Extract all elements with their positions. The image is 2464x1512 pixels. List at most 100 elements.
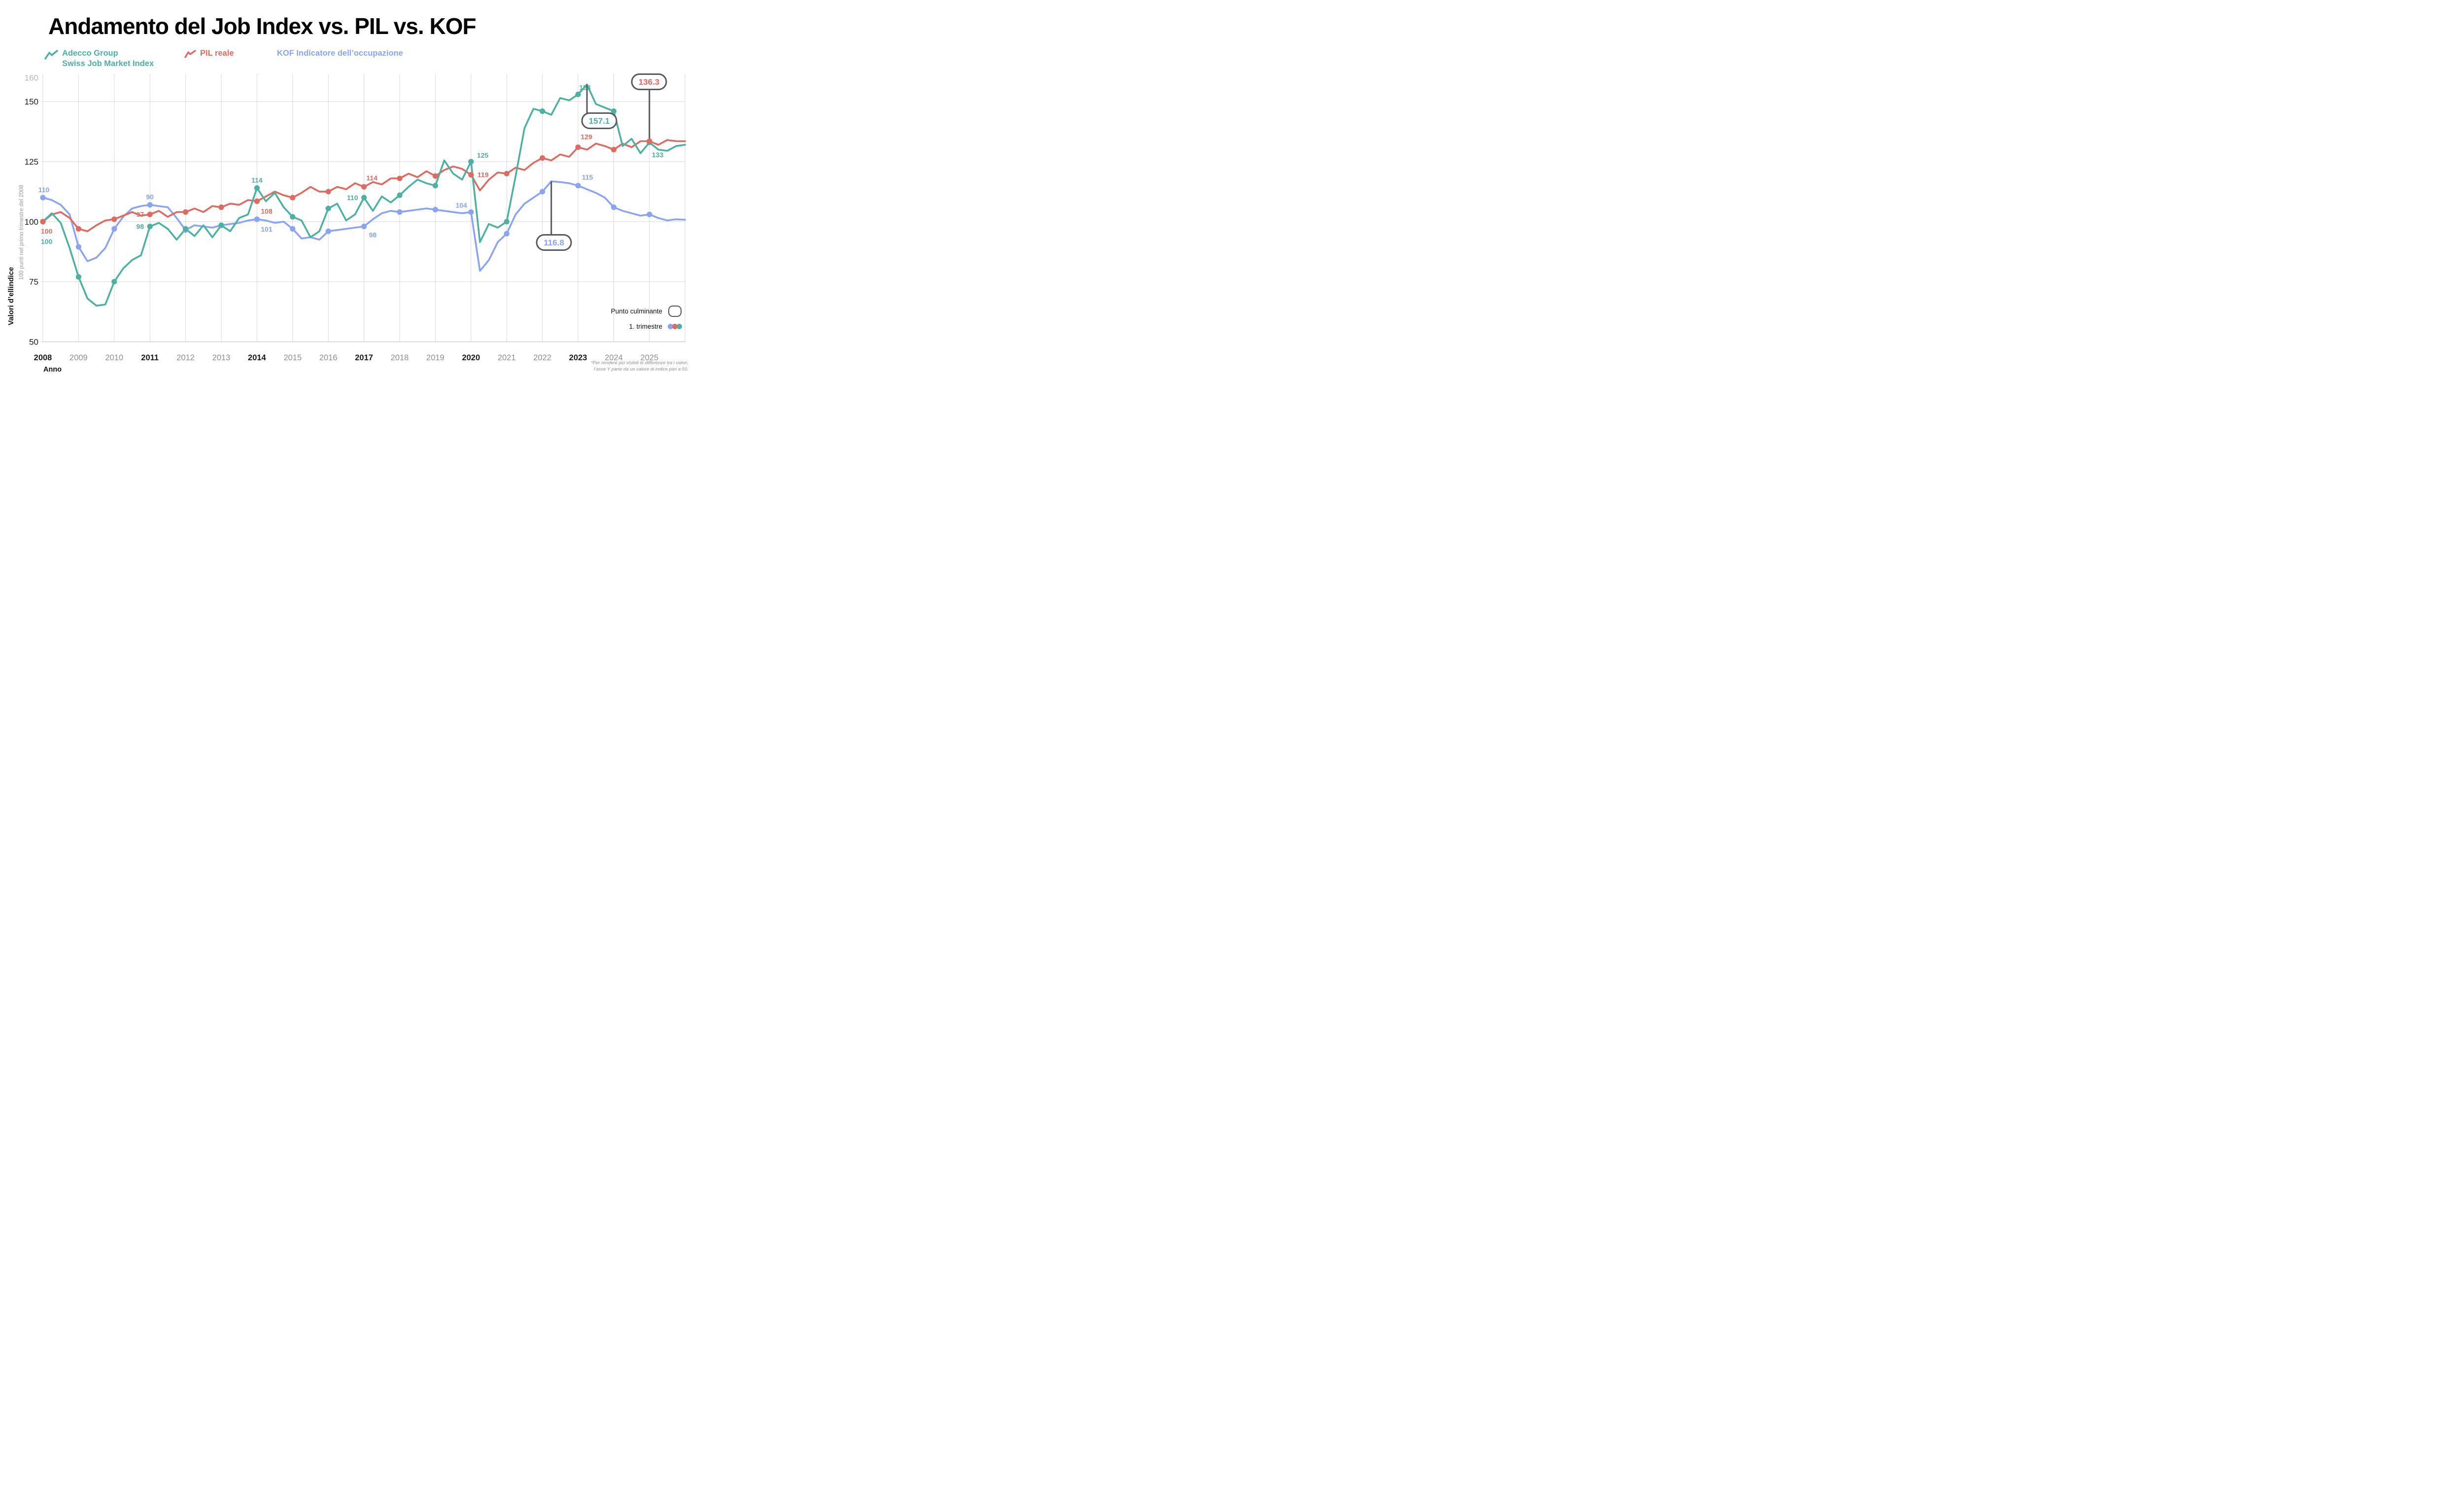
point-label-kof-104: 104 xyxy=(455,201,467,209)
q1-dot-adecco-2020 xyxy=(468,159,474,165)
q1-dot-kof-2019 xyxy=(432,206,439,212)
q1-dot-adecco-2022 xyxy=(540,108,546,114)
point-label-adecco-100: 100 xyxy=(41,238,53,245)
q1-dot-kof-2008 xyxy=(40,195,46,201)
q1-dot-kof-2022 xyxy=(540,189,546,195)
chart-legend: Adecco Group Swiss Job Market Index PIL … xyxy=(0,48,693,73)
chart-plot: 160 150 125 100 75 50 2008 2009 2010 2011 2012 2013… xyxy=(25,73,686,362)
q1-dot-kof-2021 xyxy=(504,231,510,237)
q1-dot-adecco-2017 xyxy=(361,195,367,201)
kof-dot-icon xyxy=(668,324,673,329)
y-tick-label-75: 75 xyxy=(29,277,38,287)
legend-label-kof: KOF Indicatore dell’occupazione xyxy=(277,49,403,58)
q1-dot-kof-2023 xyxy=(575,183,581,189)
y-axis-title: Valori d’ellindice xyxy=(7,267,15,325)
point-label-adecco-153: 153 xyxy=(579,84,591,92)
y-tick-label-150: 150 xyxy=(25,97,38,106)
q1-dot-kof-2020 xyxy=(468,209,474,215)
q1-dot-adecco-2014 xyxy=(254,185,260,191)
q1-dot-pil-2018 xyxy=(397,175,403,181)
q1-dot-pil-2025 xyxy=(647,138,652,144)
x-tick-label-2023: 2023 xyxy=(569,353,587,362)
q1-dot-kof-2018 xyxy=(397,209,403,215)
q1-dot-pil-2009 xyxy=(75,226,81,232)
q1-dot-kof-2009 xyxy=(75,244,81,250)
q1-dot-kof-2017 xyxy=(361,223,367,230)
marker-legend-peak-row: Punto culminante xyxy=(611,306,682,317)
q1-dot-adecco-2023 xyxy=(575,91,581,98)
peak-callout-value-157.1: 157.1 xyxy=(589,116,610,126)
peak-callout-value-116.8: 116.8 xyxy=(544,238,564,247)
x-tick-label-2011: 2011 xyxy=(141,353,159,362)
chart-page: Andamento del Job Index vs. PIL vs. KOF … xyxy=(0,0,693,378)
q1-dot-adecco-2009 xyxy=(75,274,81,280)
point-label-pil-114: 114 xyxy=(366,174,377,182)
footnote-line1: *Per rendere più visibili le differenze … xyxy=(590,360,688,366)
x-tick-label-2012: 2012 xyxy=(176,353,195,362)
line-series-icon xyxy=(44,50,58,60)
legend-label-adecco: Adecco Group Swiss Job Market Index xyxy=(62,48,154,69)
x-tick-label-2014: 2014 xyxy=(248,353,267,362)
x-tick-label-2019: 2019 xyxy=(426,353,445,362)
q1-dot-pil-2024 xyxy=(611,146,616,153)
point-label-pil-97: 97 xyxy=(137,210,144,218)
x-tick-label-2008: 2008 xyxy=(34,353,52,362)
y-tick-label-50: 50 xyxy=(29,337,38,346)
marker-legend: Punto culminante 1. trimestre xyxy=(611,306,682,330)
point-label-pil-129: 129 xyxy=(581,133,592,141)
q1-dot-kof-2015 xyxy=(290,226,296,232)
q1-dot-pil-2023 xyxy=(575,144,581,150)
marker-legend-q1-row: 1. trimestre xyxy=(629,323,682,330)
y-tick-label-160: 160 xyxy=(25,73,38,82)
legend-item-adecco: Adecco Group Swiss Job Market Index xyxy=(44,48,154,69)
q1-dot-pil-2022 xyxy=(540,155,546,161)
q1-dot-adecco-2016 xyxy=(325,206,331,211)
q1-dot-kof-2014 xyxy=(254,216,260,222)
q1-dot-pil-2013 xyxy=(218,204,224,210)
y-tick-label-125: 125 xyxy=(25,157,38,167)
y-axis-subtitle: 100 punti nel primo trimestre del 2008 xyxy=(19,184,25,280)
q1-dot-pil-2010 xyxy=(111,216,117,222)
q1-dot-kof-2016 xyxy=(325,228,331,234)
q1-dot-adecco-2011 xyxy=(147,223,153,230)
adecco-dot-icon xyxy=(677,324,682,329)
point-label-kof-110: 110 xyxy=(38,186,50,194)
legend-item-pil: PIL reale xyxy=(184,48,234,59)
footnote: *Per rendere più visibili le differenze … xyxy=(591,360,688,373)
q1-dot-adecco-2015 xyxy=(290,214,296,220)
q1-dot-pil-2008 xyxy=(40,219,46,225)
q1-dot-pil-2021 xyxy=(504,171,510,176)
point-label-pil-119: 119 xyxy=(478,171,489,179)
q1-dot-pil-2014 xyxy=(254,198,260,204)
x-axis-title: Anno xyxy=(43,366,62,374)
point-label-adecco-125: 125 xyxy=(477,151,489,159)
q1-dot-pil-2017 xyxy=(361,184,367,190)
pil-dot-icon xyxy=(672,324,678,329)
peak-callout-box-116.8 xyxy=(536,234,572,251)
x-tick-label-2016: 2016 xyxy=(319,353,338,362)
x-tick-label-2010: 2010 xyxy=(105,353,123,362)
x-tick-label-2018: 2018 xyxy=(391,353,409,362)
x-tick-label-2015: 2015 xyxy=(283,353,302,362)
legend-label-adecco-line1: Adecco Group xyxy=(62,49,118,58)
peak-callout-value-136.3: 136.3 xyxy=(639,77,660,87)
footnote-line2: l’asse Y parte da un valore di indice pa… xyxy=(594,366,688,372)
q1-dots-icon xyxy=(668,324,682,329)
q1-dot-kof-2011 xyxy=(147,202,153,208)
peak-legend-label: Punto culminante xyxy=(611,308,662,315)
point-label-kof-101: 101 xyxy=(261,225,273,233)
x-tick-label-2024: 2024 xyxy=(605,353,623,362)
legend-item-kof: KOF Indicatore dell’occupazione xyxy=(277,48,403,59)
peak-callout-box-157.1 xyxy=(581,112,617,129)
peak-callout-icon xyxy=(668,306,682,317)
point-label-adecco-114: 114 xyxy=(251,176,263,184)
q1-dot-pil-2016 xyxy=(325,189,331,195)
q1-dot-kof-2010 xyxy=(111,226,117,232)
x-tick-label-2013: 2013 xyxy=(212,353,231,362)
q1-dot-kof-2025 xyxy=(647,211,652,217)
point-label-adecco-133: 133 xyxy=(652,151,664,159)
q1-dot-adecco-2024 xyxy=(611,108,616,114)
point-label-adecco-110: 110 xyxy=(347,194,358,202)
page-title: Andamento del Job Index vs. PIL vs. KOF xyxy=(48,13,477,39)
x-tick-label-2017: 2017 xyxy=(355,353,373,362)
